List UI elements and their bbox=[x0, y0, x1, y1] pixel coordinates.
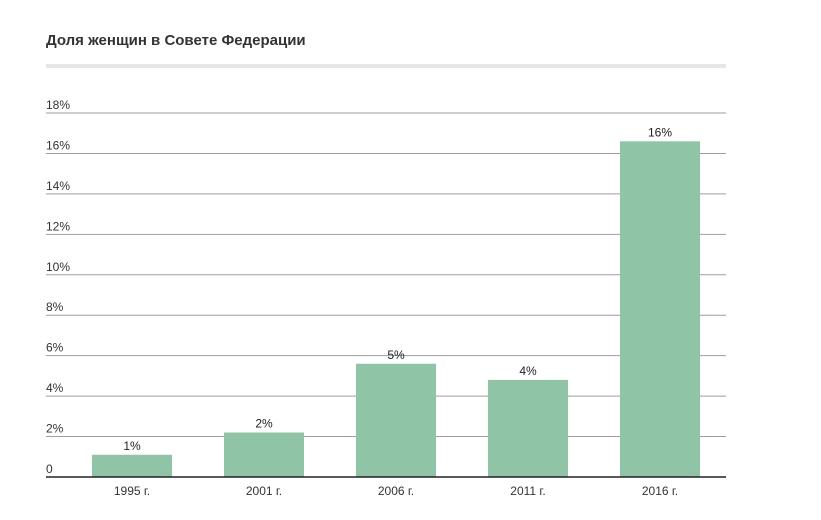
y-tick-label: 14% bbox=[46, 179, 70, 193]
y-tick-label: 10% bbox=[46, 260, 70, 274]
x-tick-label: 2006 г. bbox=[378, 484, 414, 498]
bar-value-label: 1% bbox=[123, 439, 141, 453]
y-tick-label: 4% bbox=[46, 381, 64, 395]
bar-value-label: 16% bbox=[648, 125, 672, 139]
y-tick-label: 12% bbox=[46, 219, 70, 233]
bar bbox=[488, 379, 568, 477]
bar bbox=[356, 363, 436, 477]
y-axis-tick-labels: 0 2% 4% 6% 8% 10% 12% 14% 16% 18% bbox=[46, 98, 70, 476]
y-tick-label: 6% bbox=[46, 341, 64, 355]
bar bbox=[224, 432, 304, 477]
x-tick-label: 2011 г. bbox=[510, 484, 545, 498]
x-tick-label: 2016 г. bbox=[642, 484, 678, 498]
gridlines bbox=[46, 112, 726, 438]
title-divider bbox=[46, 64, 726, 68]
bar-value-label: 5% bbox=[387, 348, 405, 362]
x-axis-tick-labels: 1995 г. 2001 г. 2006 г. 2011 г. 2016 г. bbox=[114, 484, 678, 498]
chart-title: Доля женщин в Совете Федерации bbox=[46, 32, 306, 49]
x-tick-label: 2001 г. bbox=[246, 484, 282, 498]
y-tick-label: 2% bbox=[46, 422, 64, 436]
bar-value-label: 4% bbox=[519, 364, 537, 378]
y-tick-label: 8% bbox=[46, 300, 64, 314]
data-labels: 1% 2% 5% 4% 16% bbox=[123, 125, 672, 452]
bar-value-label: 2% bbox=[255, 417, 273, 431]
y-tick-label: 16% bbox=[46, 138, 70, 152]
bar bbox=[620, 141, 700, 478]
y-tick-label: 0 bbox=[46, 462, 53, 476]
y-tick-label: 18% bbox=[46, 98, 70, 112]
bar bbox=[92, 454, 172, 477]
bars bbox=[92, 141, 700, 478]
x-tick-label: 1995 г. bbox=[114, 484, 150, 498]
